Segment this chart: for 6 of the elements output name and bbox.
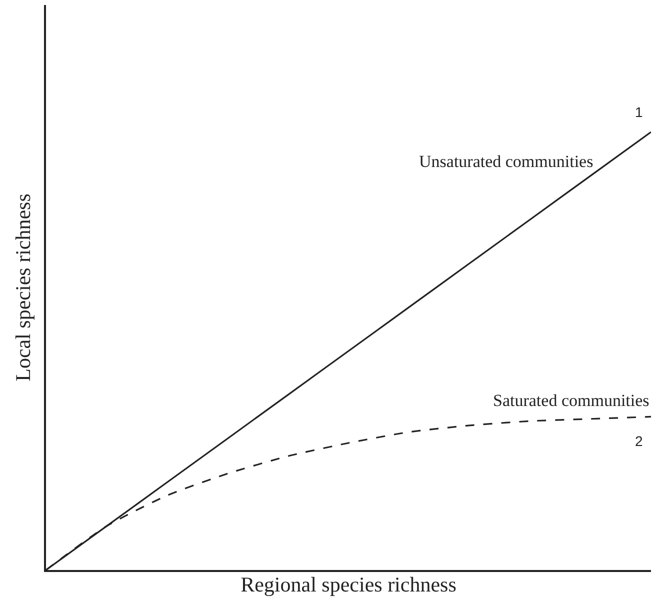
x-axis-title: Regional species richness (240, 572, 456, 596)
annotation: 2 (635, 433, 643, 449)
text: 1 (635, 104, 643, 120)
series-label: Saturated communities (493, 391, 650, 410)
series-label: Unsaturated communities (419, 152, 594, 171)
y-axis-title: Local species richness (10, 194, 35, 382)
